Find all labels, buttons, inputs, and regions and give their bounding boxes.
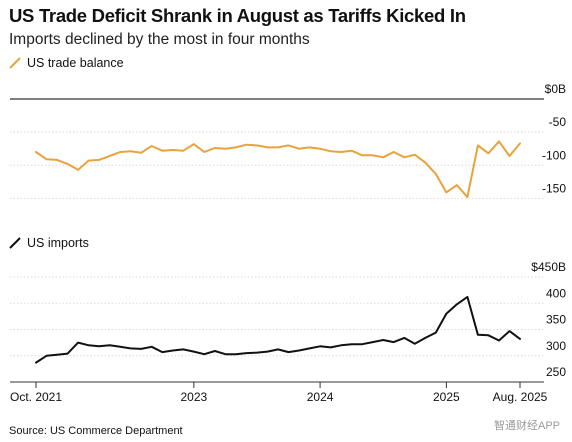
legend-swatch-trade-balance <box>9 57 21 69</box>
legend-swatch-us-imports <box>9 237 21 249</box>
x-tick-label: 2025 <box>433 390 460 404</box>
watermark: 智通财经APP <box>493 420 560 432</box>
x-tick-label: 2024 <box>307 390 334 404</box>
balance-y-tick-label: -50 <box>549 115 567 129</box>
legend-label-trade-balance: US trade balance <box>27 56 124 70</box>
imports-y-tick-label: $450B <box>531 260 566 274</box>
chart-title: US Trade Deficit Shrank in August as Tar… <box>9 5 466 26</box>
imports-y-tick-label: 350 <box>546 313 566 327</box>
legend-us-imports: US imports <box>9 236 89 250</box>
imports-y-tick-label: 400 <box>546 286 566 300</box>
x-tick-label: 2023 <box>180 390 207 404</box>
imports-series-line <box>35 295 521 364</box>
legend-label-us-imports: US imports <box>27 236 89 250</box>
x-tick-label: Aug. 2025 <box>493 390 548 404</box>
source-note: Source: US Commerce Department <box>9 425 183 437</box>
chart-subtitle: Imports declined by the most in four mon… <box>9 31 310 48</box>
imports-y-tick-label: 250 <box>546 365 566 379</box>
legend-trade-balance: US trade balance <box>9 56 124 70</box>
balance-y-tick-label: -150 <box>542 181 566 195</box>
imports-y-tick-label: 300 <box>546 339 566 353</box>
balance-y-tick-label: -100 <box>542 148 566 162</box>
balance-series-line <box>35 140 521 199</box>
balance-y-tick-label: $0B <box>545 82 566 96</box>
x-tick-label: Oct. 2021 <box>10 390 62 404</box>
